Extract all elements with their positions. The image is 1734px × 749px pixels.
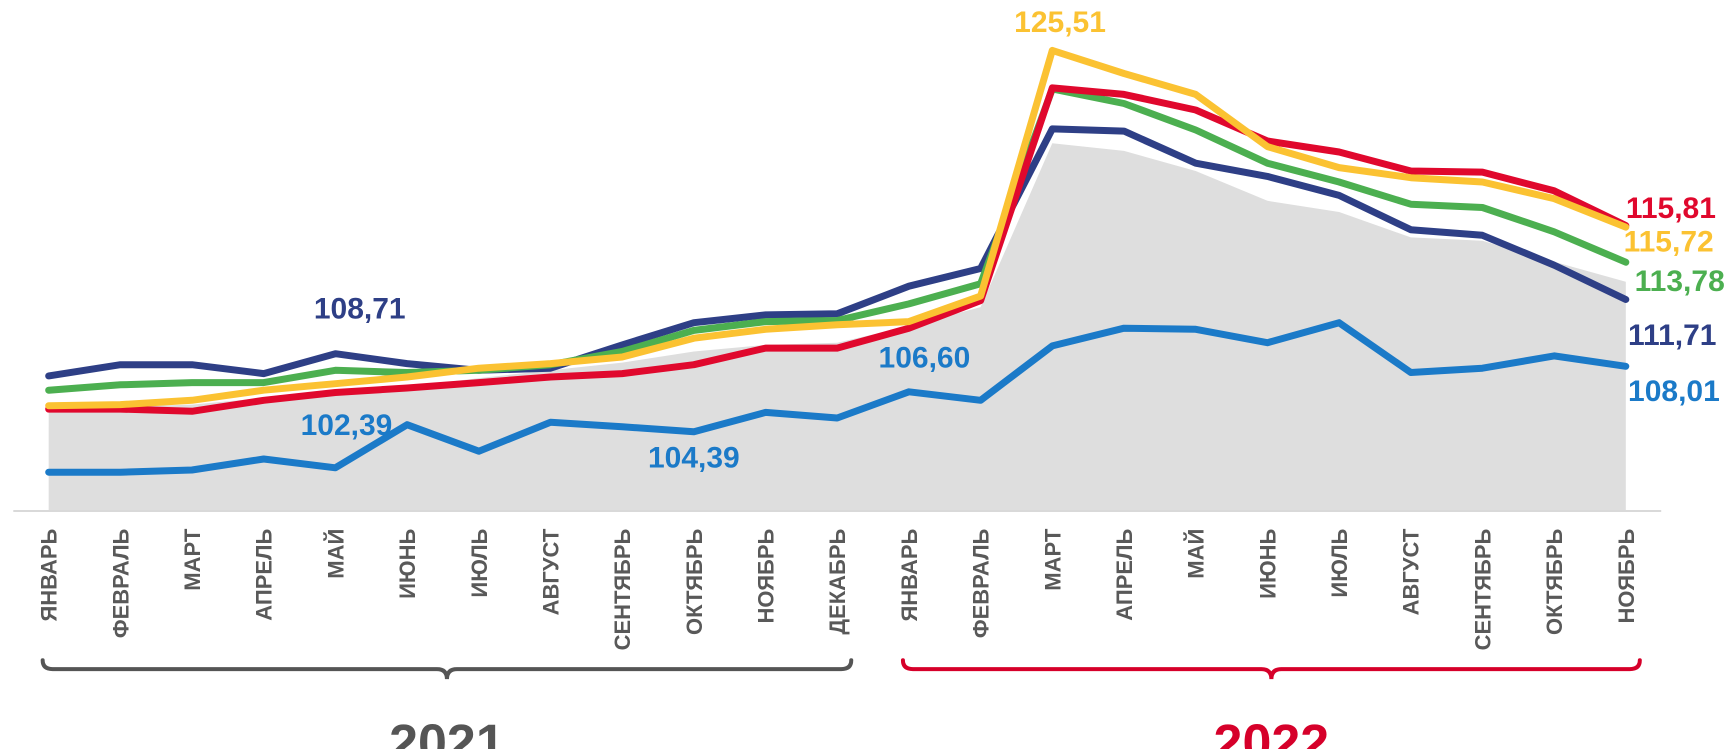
data-label: 115,72 [1624,226,1714,259]
x-tick-label: ОКТЯБРЬ [682,528,707,635]
x-tick-label: АПРЕЛЬ [1112,528,1137,620]
line [45,85,1630,394]
bracket [40,658,854,680]
line [45,125,1630,380]
line [45,319,1630,476]
x-tick-label: АПРЕЛЬ [252,528,277,620]
data-label: 125,51 [1014,6,1106,39]
data-label: 108,71 [314,292,406,325]
data-label: 104,39 [648,441,740,474]
x-tick-label: МАЙ [323,529,348,579]
x-tick-label: ФЕВРАЛЬ [108,528,133,638]
x-tick-label: ДЕКАБРЬ [825,528,850,634]
group-label: 2021 [389,714,505,749]
x-tick-label: НОЯБРЬ [1614,528,1639,623]
x-tick-label: АВГУСТ [538,528,563,615]
area [48,143,1626,511]
x-tick-label: СЕНТЯБРЬ [610,528,635,650]
data-label: 115,81 [1626,192,1716,225]
data-label: 106,60 [879,342,971,375]
x-tick-label: ИЮЛЬ [467,528,492,597]
x-tick-label: СЕНТЯБРЬ [1470,528,1495,650]
data-label: 111,71 [1628,319,1716,352]
x-tick-label: ФЕВРАЛЬ [969,528,994,638]
x-tick-label: ИЮЛЬ [1327,528,1352,597]
data-label: 108,01 [1628,375,1720,408]
x-tick-label: МАРТ [1040,528,1065,591]
x-tick-label: МАРТ [180,528,205,591]
x-tick-label: МАЙ [1184,529,1209,579]
x-tick-label: ИЮНЬ [395,528,420,598]
x-tick-label: ЯНВАРЬ [37,528,62,621]
x-tick-label: ОКТЯБРЬ [1542,528,1567,635]
line [45,46,1630,410]
line [45,84,1630,415]
data-label: 113,78 [1635,265,1725,298]
x-tick-label: НОЯБРЬ [754,528,779,623]
x-tick-label: ЯНВАРЬ [897,528,922,621]
group-label: 2022 [1214,714,1330,749]
bracket [900,658,1642,680]
data-label: 102,39 [301,409,393,442]
x-tick-label: ИЮНЬ [1255,528,1280,598]
x-tick-label: АВГУСТ [1399,528,1424,615]
